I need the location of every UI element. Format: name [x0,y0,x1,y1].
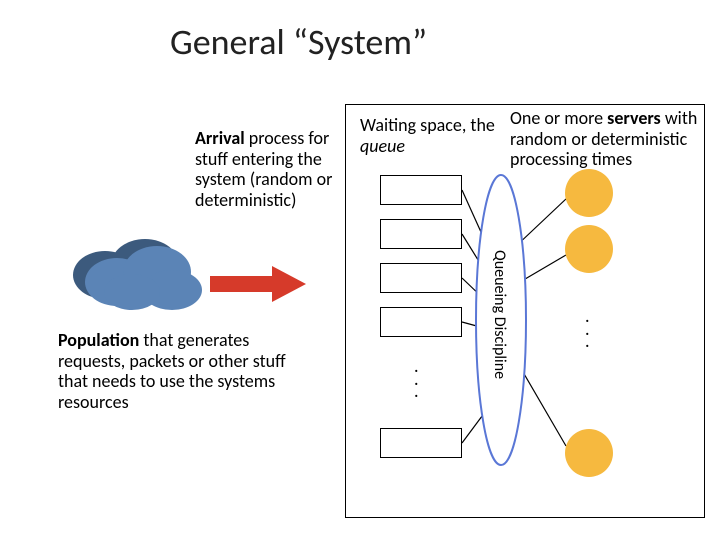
server-circle [564,168,614,218]
queue-slot [380,428,462,458]
server-circle [564,224,614,274]
queue-slot [380,307,462,337]
queue-dots: ... [414,360,419,398]
queue-slot [380,219,462,249]
queue-slot [380,175,462,205]
queueing-discipline-label: Queueing Discipline [490,250,509,379]
server-circle [564,428,614,478]
server-dots: ... [585,310,590,348]
queue-slot [380,263,462,293]
